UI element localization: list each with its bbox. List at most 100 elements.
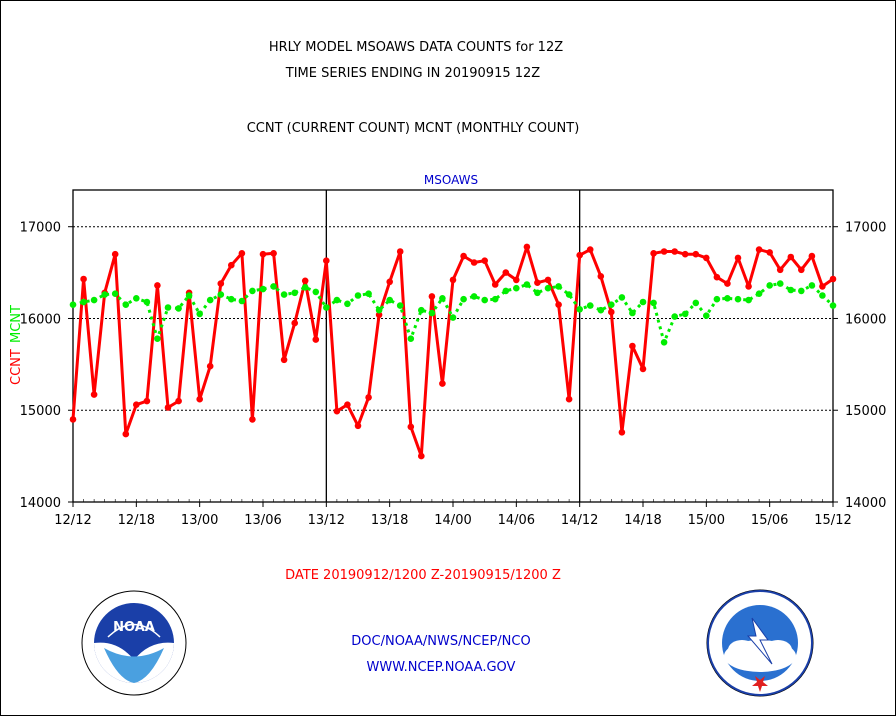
data-point-mcnt	[375, 306, 383, 314]
data-point-mcnt	[639, 298, 647, 306]
data-point-ccnt	[217, 280, 225, 287]
data-point-mcnt	[418, 306, 425, 314]
x-tick-label: 12/18	[118, 513, 155, 528]
y-axis-label-mcnt: MCNT	[9, 305, 24, 343]
data-point-ccnt	[586, 246, 594, 253]
data-point-mcnt	[122, 301, 130, 309]
data-point-mcnt	[597, 306, 605, 314]
data-point-mcnt	[534, 289, 541, 297]
data-point-ccnt	[291, 319, 299, 327]
data-point-mcnt	[724, 295, 731, 302]
data-point-mcnt	[798, 287, 805, 295]
data-point-ccnt	[671, 248, 678, 255]
data-point-mcnt	[249, 287, 256, 295]
data-point-mcnt	[396, 302, 404, 309]
data-point-mcnt	[69, 301, 77, 309]
data-point-mcnt	[238, 297, 246, 305]
data-point-ccnt	[513, 276, 520, 284]
data-point-mcnt	[734, 295, 742, 303]
data-point-ccnt	[407, 423, 415, 431]
data-point-ccnt	[301, 277, 309, 285]
data-point-ccnt	[660, 248, 668, 255]
data-point-mcnt	[776, 280, 784, 287]
data-point-ccnt	[703, 254, 710, 262]
data-point-ccnt	[143, 397, 151, 405]
data-point-ccnt	[681, 250, 689, 258]
data-point-mcnt	[206, 296, 214, 304]
data-point-ccnt	[312, 336, 320, 343]
data-point-mcnt	[681, 310, 689, 318]
data-point-mcnt	[618, 294, 626, 301]
data-point-ccnt	[323, 257, 330, 265]
data-point-ccnt	[713, 273, 721, 281]
y-tick-label-right: 16000	[845, 312, 886, 327]
data-point-ccnt	[523, 243, 531, 251]
data-point-mcnt	[692, 299, 700, 307]
x-tick-label: 15/00	[688, 513, 725, 528]
data-point-ccnt	[238, 250, 246, 257]
x-tick-label: 13/12	[308, 513, 345, 528]
data-point-mcnt	[808, 282, 816, 289]
data-point-mcnt	[270, 283, 277, 290]
data-point-mcnt	[565, 291, 573, 298]
data-point-mcnt	[101, 291, 108, 298]
data-point-mcnt	[196, 310, 203, 318]
data-point-mcnt	[449, 314, 457, 321]
data-point-ccnt	[228, 261, 235, 269]
data-point-mcnt	[344, 300, 351, 308]
data-point-ccnt	[206, 362, 214, 370]
data-point-ccnt	[724, 280, 731, 287]
data-point-ccnt	[196, 395, 203, 403]
data-point-mcnt	[291, 289, 299, 297]
nws-logo	[706, 589, 814, 697]
data-point-ccnt	[534, 279, 541, 287]
data-point-mcnt	[481, 296, 489, 304]
x-tick-label: 14/06	[498, 513, 535, 528]
y-axis-label-ccnt: CCNT	[9, 349, 24, 385]
data-point-mcnt	[523, 281, 531, 288]
x-tick-label: 13/06	[244, 513, 281, 528]
data-point-ccnt	[491, 281, 499, 288]
data-point-ccnt	[154, 282, 161, 289]
data-point-ccnt	[460, 252, 467, 260]
data-point-mcnt	[80, 298, 87, 306]
data-point-mcnt	[312, 288, 320, 296]
data-point-ccnt	[618, 429, 626, 436]
data-point-ccnt	[333, 407, 341, 415]
data-point-mcnt	[544, 284, 552, 292]
data-point-ccnt	[259, 250, 267, 258]
data-point-mcnt	[365, 290, 372, 298]
grid-layer	[73, 190, 833, 502]
data-point-mcnt	[713, 295, 721, 303]
data-point-mcnt	[323, 304, 330, 311]
plot-frame	[72, 189, 834, 503]
y-tick-label-left: 15000	[20, 404, 61, 419]
data-point-mcnt	[766, 282, 773, 289]
subtitle: CCNT (CURRENT COUNT) MCNT (MONTHLY COUNT…	[247, 121, 580, 136]
data-point-ccnt	[354, 422, 362, 430]
data-point-ccnt	[418, 452, 425, 460]
axes-layer: 14000 14000 15000 15000 16000 16000 17000 17000…	[20, 189, 886, 528]
data-point-ccnt	[776, 266, 784, 274]
y-tick-label-right: 15000	[845, 404, 886, 419]
data-point-ccnt	[69, 416, 77, 423]
data-point-mcnt	[460, 295, 467, 303]
data-point-mcnt	[513, 284, 520, 292]
x-tick-label: 15/12	[814, 513, 851, 528]
data-point-mcnt	[629, 309, 636, 317]
data-point-mcnt	[164, 304, 172, 311]
data-point-ccnt	[745, 283, 752, 290]
data-point-mcnt	[280, 291, 288, 298]
data-point-mcnt	[185, 292, 193, 299]
data-point-ccnt	[502, 269, 510, 276]
data-point-ccnt	[175, 397, 182, 405]
data-point-mcnt	[576, 306, 583, 313]
data-point-mcnt	[745, 296, 752, 304]
data-point-mcnt	[703, 312, 710, 320]
panel-label: MSOAWS	[424, 173, 478, 187]
data-point-ccnt	[396, 248, 404, 255]
data-point-ccnt	[555, 301, 562, 309]
data-point-ccnt	[565, 395, 573, 403]
x-tick-label: 14/00	[434, 513, 471, 528]
